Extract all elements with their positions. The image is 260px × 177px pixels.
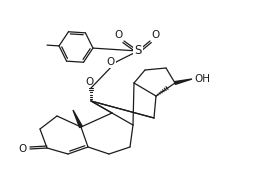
Polygon shape [175, 79, 192, 84]
Text: O: O [19, 144, 27, 154]
Text: O: O [151, 30, 159, 40]
Text: S: S [134, 44, 142, 58]
Text: OH: OH [194, 74, 210, 84]
Polygon shape [73, 110, 82, 128]
Text: O: O [86, 77, 94, 87]
Text: O: O [107, 57, 115, 67]
Text: O: O [115, 30, 123, 40]
